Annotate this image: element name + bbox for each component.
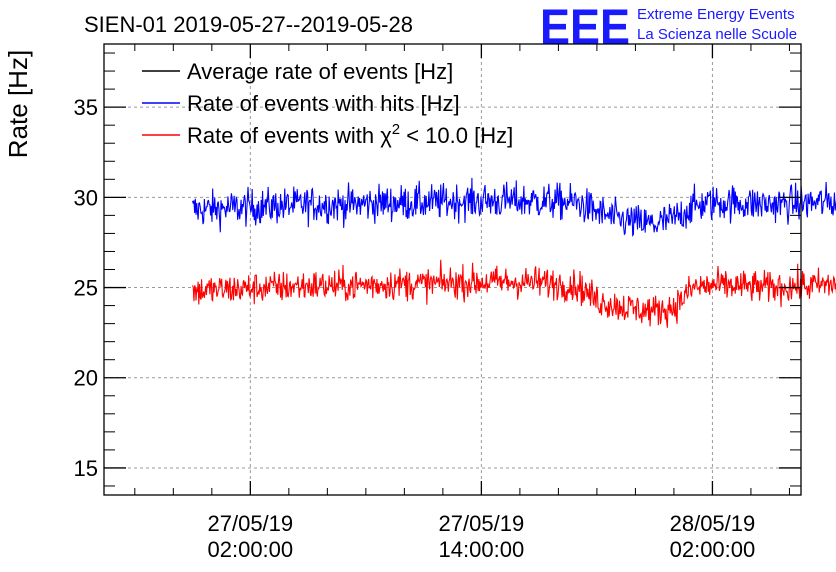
x-tick-label-time: 02:00:00 bbox=[670, 537, 756, 562]
y-tick-label: 35 bbox=[74, 95, 98, 120]
eee-logo: EEE Extreme Energy Events La Scienza nel… bbox=[540, 0, 797, 55]
series-line-1 bbox=[192, 177, 836, 237]
axis-ticks bbox=[104, 44, 801, 495]
axis-tick-labels: 152025303527/05/1902:00:0027/05/1914:00:… bbox=[74, 95, 756, 562]
logo-line1: Extreme Energy Events bbox=[637, 6, 795, 23]
logo-line2: La Scienza nelle Scuole bbox=[637, 26, 797, 43]
y-tick-label: 30 bbox=[74, 185, 98, 210]
y-tick-label: 20 bbox=[74, 366, 98, 391]
legend: Average rate of events [Hz] Rate of even… bbox=[142, 59, 513, 148]
x-tick-label-date: 28/05/19 bbox=[670, 511, 756, 536]
chart-title: SIEN-01 2019-05-27--2019-05-28 bbox=[84, 12, 413, 37]
x-tick-label-date: 27/05/19 bbox=[439, 511, 525, 536]
series-line-2 bbox=[192, 259, 836, 328]
x-tick-label-time: 14:00:00 bbox=[439, 537, 525, 562]
y-axis-label: Rate [Hz] bbox=[3, 50, 33, 158]
y-tick-label: 25 bbox=[74, 276, 98, 301]
x-tick-label-time: 02:00:00 bbox=[208, 537, 294, 562]
legend-entry-chi2: Rate of events with χ2 < 10.0 [Hz] bbox=[187, 121, 513, 148]
series-layer bbox=[192, 177, 836, 328]
logo-mark: EEE bbox=[540, 0, 630, 55]
legend-entry-hits: Rate of events with hits [Hz] bbox=[187, 91, 460, 116]
y-tick-label: 15 bbox=[74, 456, 98, 481]
legend-entry-average: Average rate of events [Hz] bbox=[187, 59, 453, 84]
x-tick-label-date: 27/05/19 bbox=[208, 511, 294, 536]
